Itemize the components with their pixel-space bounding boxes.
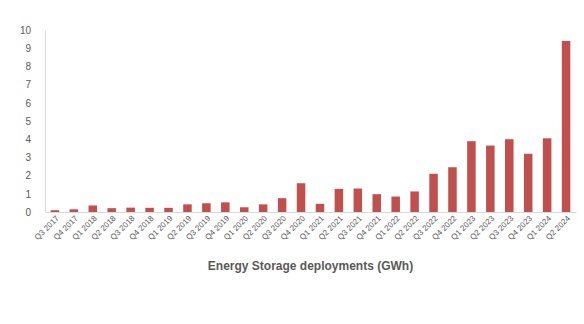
y-tick: 4 bbox=[25, 134, 45, 145]
plot: 0 1 2 3 4 5 6 7 8 9 10 Q3 2017Q4 2017Q1 2018Q2 2018… bbox=[20, 25, 577, 242]
bars bbox=[51, 41, 571, 212]
y-tick: 9 bbox=[25, 43, 45, 54]
bar bbox=[486, 146, 495, 212]
bar bbox=[391, 197, 400, 212]
y-tick-label: 6 bbox=[25, 98, 31, 109]
bar bbox=[505, 139, 514, 212]
bar bbox=[183, 204, 192, 212]
bar bbox=[70, 209, 79, 212]
y-tick: 3 bbox=[25, 152, 45, 163]
bar bbox=[107, 208, 116, 212]
x-tick: Q2 2024 bbox=[544, 212, 572, 242]
y-axis: 0 1 2 3 4 5 6 7 8 9 10 bbox=[20, 25, 46, 218]
title: Energy Storage deployments (GWh) bbox=[208, 259, 413, 273]
y-tick-label: 3 bbox=[25, 152, 31, 163]
bar bbox=[429, 174, 438, 212]
y-tick-label: 8 bbox=[25, 61, 31, 72]
y-tick: 8 bbox=[25, 61, 45, 72]
bar bbox=[524, 154, 533, 212]
y-tick-label: 1 bbox=[25, 189, 31, 200]
y-tick-label: 5 bbox=[25, 116, 31, 127]
bar bbox=[145, 208, 154, 212]
y-tick-label: 2 bbox=[25, 170, 31, 181]
x-tick-label: Q2 2024 bbox=[544, 213, 572, 241]
x-axis-line bbox=[46, 212, 577, 213]
bar bbox=[316, 204, 325, 212]
bar bbox=[89, 205, 98, 212]
bar bbox=[51, 210, 60, 212]
y-tick-label: 9 bbox=[25, 43, 31, 54]
bar bbox=[202, 203, 211, 212]
y-axis-line bbox=[45, 31, 46, 213]
y-tick: 0 bbox=[25, 207, 45, 218]
bar bbox=[221, 202, 230, 212]
bar bbox=[335, 189, 344, 212]
y-tick: 5 bbox=[25, 116, 45, 127]
bar bbox=[467, 141, 476, 212]
y-tick: 1 bbox=[25, 189, 45, 200]
y-tick-label: 0 bbox=[25, 207, 31, 218]
bar bbox=[297, 183, 306, 212]
bar bbox=[278, 198, 287, 212]
bar bbox=[126, 208, 135, 212]
y-tick: 10 bbox=[20, 25, 45, 36]
chart: 0 1 2 3 4 5 6 7 8 9 10 Q3 2017Q4 2017Q1 2018Q2 2018… bbox=[0, 0, 584, 324]
bar bbox=[410, 191, 419, 212]
y-tick: 2 bbox=[25, 170, 45, 181]
y-tick: 6 bbox=[25, 98, 45, 109]
bar bbox=[562, 41, 571, 212]
y-tick-label: 4 bbox=[25, 134, 31, 145]
bar bbox=[354, 189, 363, 212]
x-axis: Q3 2017Q4 2017Q1 2018Q2 2018Q3 2018Q4 20… bbox=[33, 212, 577, 242]
bar bbox=[164, 208, 173, 212]
bar bbox=[240, 207, 249, 212]
bar bbox=[543, 138, 552, 212]
y-tick: 7 bbox=[25, 79, 45, 90]
bar bbox=[259, 204, 268, 212]
bar bbox=[372, 194, 381, 212]
bar bbox=[448, 167, 457, 212]
y-tick-label: 7 bbox=[25, 79, 31, 90]
y-tick-label: 10 bbox=[20, 25, 32, 36]
